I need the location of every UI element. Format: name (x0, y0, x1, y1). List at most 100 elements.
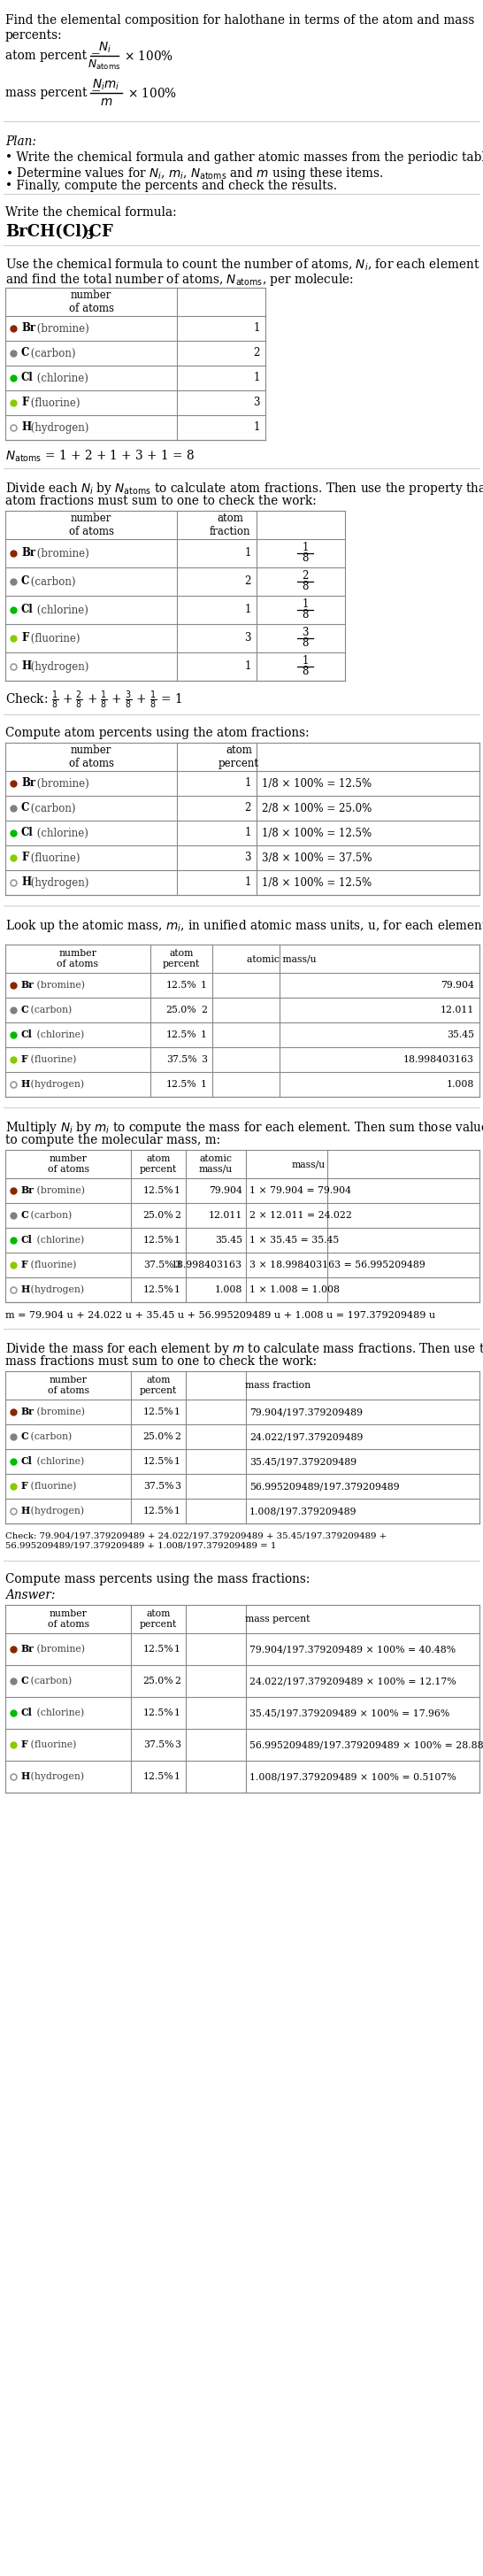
Text: 3: 3 (85, 229, 93, 242)
Text: atom
percent: atom percent (140, 1376, 177, 1396)
Text: number
of atoms: number of atoms (69, 289, 114, 314)
Text: 12.011: 12.011 (440, 1005, 474, 1015)
Text: 3/8 × 100% = 37.5%: 3/8 × 100% = 37.5% (262, 853, 372, 863)
Text: atom
percent: atom percent (140, 1154, 177, 1175)
Text: atom
percent: atom percent (140, 1610, 177, 1628)
Text: $\times$ 100%: $\times$ 100% (128, 88, 177, 100)
Text: (chlorine): (chlorine) (33, 1458, 84, 1466)
Text: percents:: percents: (5, 28, 62, 41)
Text: (chlorine): (chlorine) (33, 1708, 84, 1718)
Text: 3: 3 (254, 397, 260, 410)
Text: 35.45: 35.45 (447, 1030, 474, 1038)
Text: (fluorine): (fluorine) (27, 853, 80, 863)
Text: F: F (21, 397, 28, 410)
Text: $N_\mathrm{atoms}$ = 1 + 2 + 1 + 3 + 1 = 8: $N_\mathrm{atoms}$ = 1 + 2 + 1 + 3 + 1 =… (5, 448, 195, 464)
Text: 1: 1 (245, 876, 251, 889)
Text: atom
percent: atom percent (163, 948, 200, 969)
Text: H: H (21, 1079, 30, 1090)
Text: 12.5%: 12.5% (143, 1507, 174, 1515)
Text: 1: 1 (254, 322, 260, 335)
Text: (chlorine): (chlorine) (33, 827, 88, 840)
Text: 3 × 18.998403163 = 56.995209489: 3 × 18.998403163 = 56.995209489 (249, 1260, 425, 1270)
Text: 1: 1 (201, 981, 207, 989)
Text: (fluorine): (fluorine) (27, 1481, 76, 1492)
Text: 79.904: 79.904 (209, 1185, 242, 1195)
Text: (carbon): (carbon) (27, 1211, 71, 1221)
Text: 1.008/197.379209489: 1.008/197.379209489 (249, 1507, 357, 1515)
Text: 2: 2 (174, 1211, 181, 1221)
Text: m = 79.904 u + 24.022 u + 35.45 u + 56.995209489 u + 1.008 u = 197.379209489 u: m = 79.904 u + 24.022 u + 35.45 u + 56.9… (5, 1311, 435, 1319)
Text: (hydrogen): (hydrogen) (27, 422, 88, 433)
Text: C: C (21, 1677, 29, 1685)
Text: 2: 2 (174, 1677, 181, 1685)
Text: (carbon): (carbon) (27, 1432, 71, 1443)
Text: 12.5%: 12.5% (143, 1643, 174, 1654)
Text: Find the elemental composition for halothane in terms of the atom and mass: Find the elemental composition for halot… (5, 13, 474, 26)
Text: (bromine): (bromine) (33, 778, 89, 788)
Text: 1 × 1.008 = 1.008: 1 × 1.008 = 1.008 (249, 1285, 340, 1293)
Text: Look up the atomic mass, $m_i$, in unified atomic mass units, u, for each elemen: Look up the atomic mass, $m_i$, in unifi… (5, 917, 483, 935)
Text: 1: 1 (174, 1708, 181, 1718)
Text: (fluorine): (fluorine) (27, 1260, 76, 1270)
Text: mass fractions must sum to one to check the work:: mass fractions must sum to one to check … (5, 1355, 317, 1368)
Text: F: F (21, 1260, 28, 1270)
Text: 2: 2 (201, 1005, 207, 1015)
Text: (bromine): (bromine) (33, 1185, 85, 1195)
Text: 24.022/197.379209489: 24.022/197.379209489 (249, 1432, 363, 1440)
Text: 25.0%: 25.0% (143, 1211, 174, 1221)
Text: C: C (21, 1432, 29, 1443)
Text: number
of atoms: number of atoms (57, 948, 99, 969)
Text: H: H (21, 876, 31, 889)
Text: 1: 1 (245, 827, 251, 840)
Text: $N_\mathrm{atoms}$: $N_\mathrm{atoms}$ (88, 57, 121, 72)
Text: Answer:: Answer: (5, 1589, 55, 1602)
Text: Br: Br (21, 322, 35, 335)
Text: 8: 8 (302, 611, 309, 621)
Text: F: F (21, 1739, 28, 1749)
Text: 1: 1 (302, 598, 309, 611)
Text: 1.008: 1.008 (446, 1079, 474, 1090)
Text: (hydrogen): (hydrogen) (27, 1285, 84, 1296)
Text: number
of atoms: number of atoms (69, 744, 114, 770)
Text: • Write the chemical formula and gather atomic masses from the periodic table.: • Write the chemical formula and gather … (5, 152, 483, 165)
Text: (hydrogen): (hydrogen) (27, 662, 88, 672)
Text: 12.011: 12.011 (209, 1211, 242, 1221)
Text: 3: 3 (174, 1741, 181, 1749)
Text: Compute mass percents using the mass fractions:: Compute mass percents using the mass fra… (5, 1574, 310, 1584)
Text: number
of atoms: number of atoms (69, 513, 114, 538)
Text: 1: 1 (174, 1458, 181, 1466)
Text: (bromine): (bromine) (33, 981, 85, 989)
Text: BrCH(Cl)CF: BrCH(Cl)CF (5, 224, 113, 240)
Text: $N_i m_i$: $N_i m_i$ (92, 77, 120, 93)
Text: H: H (21, 1772, 30, 1783)
Text: 1/8 × 100% = 12.5%: 1/8 × 100% = 12.5% (262, 876, 371, 889)
Text: 1: 1 (254, 422, 260, 433)
Text: 2: 2 (302, 569, 309, 582)
Text: 1.008: 1.008 (214, 1285, 242, 1293)
Text: 79.904: 79.904 (440, 981, 474, 989)
Text: 18.998403163: 18.998403163 (171, 1260, 242, 1270)
Text: 2: 2 (245, 804, 251, 814)
Text: number
of atoms: number of atoms (47, 1376, 89, 1396)
Text: H: H (21, 422, 31, 433)
Text: (carbon): (carbon) (27, 1005, 71, 1015)
Text: 1: 1 (245, 778, 251, 788)
Text: 8: 8 (302, 667, 309, 677)
Text: 1.008/197.379209489 × 100% = 0.5107%: 1.008/197.379209489 × 100% = 0.5107% (249, 1772, 456, 1780)
Text: atomic mass/u: atomic mass/u (246, 953, 316, 963)
Text: Divide the mass for each element by $m$ to calculate mass fractions. Then use th: Divide the mass for each element by $m$ … (5, 1342, 483, 1358)
Text: 1: 1 (302, 654, 309, 667)
Text: to compute the molecular mass, m:: to compute the molecular mass, m: (5, 1133, 220, 1146)
Text: 37.5%: 37.5% (166, 1056, 197, 1064)
Text: 12.5%: 12.5% (143, 1458, 174, 1466)
Text: 2 × 12.011 = 24.022: 2 × 12.011 = 24.022 (249, 1211, 352, 1221)
Text: mass percent: mass percent (245, 1615, 310, 1623)
Text: 1: 1 (245, 662, 251, 672)
Text: Use the chemical formula to count the number of atoms, $N_i$, for each element: Use the chemical formula to count the nu… (5, 258, 480, 273)
Text: atom fractions must sum to one to check the work:: atom fractions must sum to one to check … (5, 495, 316, 507)
Text: Check: $\frac{1}{8}$ + $\frac{2}{8}$ + $\frac{1}{8}$ + $\frac{3}{8}$ + $\frac{1}: Check: $\frac{1}{8}$ + $\frac{2}{8}$ + $… (5, 690, 182, 711)
Text: and find the total number of atoms, $N_\mathrm{atoms}$, per molecule:: and find the total number of atoms, $N_\… (5, 270, 354, 289)
Text: 12.5%: 12.5% (143, 1708, 174, 1718)
Text: atom
fraction: atom fraction (210, 513, 251, 538)
Text: 3: 3 (302, 626, 309, 639)
